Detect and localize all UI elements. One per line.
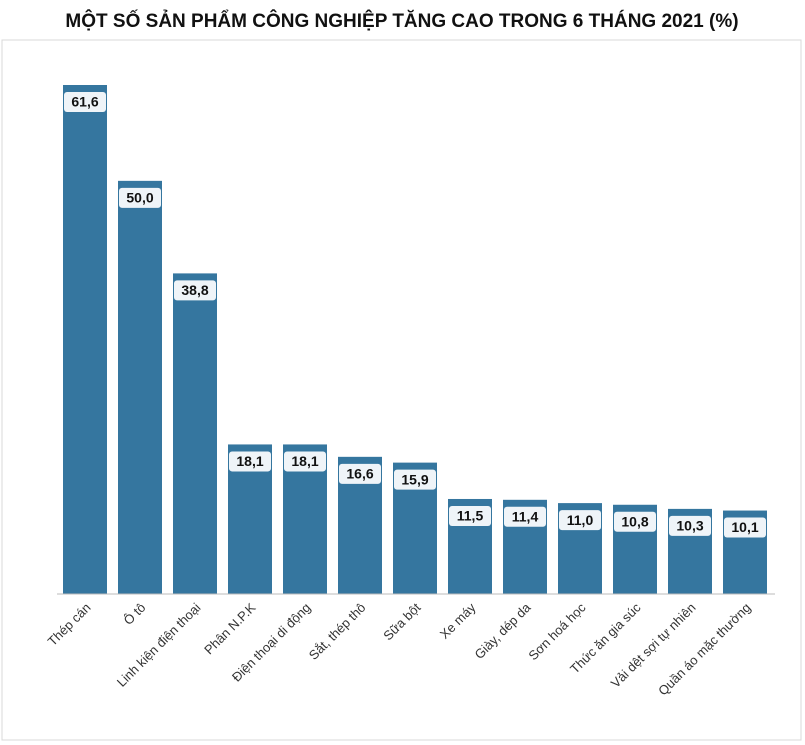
value-label: 10,8: [621, 513, 648, 529]
value-label: 61,6: [71, 94, 98, 110]
value-label-bg: [284, 451, 326, 472]
value-label: 10,1: [731, 519, 758, 535]
value-label-bg: [449, 505, 491, 526]
value-label-bg: [504, 506, 546, 527]
value-label-bg: [339, 463, 381, 484]
value-label: 50,0: [126, 190, 153, 206]
value-label-bg: [229, 451, 271, 472]
value-label-bg: [64, 92, 106, 112]
value-label: 18,1: [291, 453, 318, 469]
value-label-bg: [119, 187, 161, 208]
value-label: 18,1: [236, 453, 263, 469]
value-label-bg: [174, 280, 216, 301]
value-label-bg: [614, 511, 656, 532]
chart-title: MỘT SỐ SẢN PHẨM CÔNG NGHIỆP TĂNG CAO TRO…: [65, 10, 738, 32]
value-label: 15,9: [401, 471, 428, 487]
value-label-bg: [724, 517, 766, 538]
value-label-bg: [559, 510, 601, 531]
value-label: 38,8: [181, 282, 208, 298]
bar: [63, 85, 107, 594]
value-label-bg: [669, 515, 711, 536]
value-label: 11,5: [457, 508, 484, 524]
value-label-bg: [394, 469, 436, 490]
value-label: 10,3: [676, 518, 703, 534]
bar: [118, 180, 162, 594]
bar: [173, 273, 217, 594]
value-label: 16,6: [346, 466, 373, 482]
value-label: 11,4: [512, 509, 539, 525]
value-label: 11,0: [567, 512, 594, 528]
